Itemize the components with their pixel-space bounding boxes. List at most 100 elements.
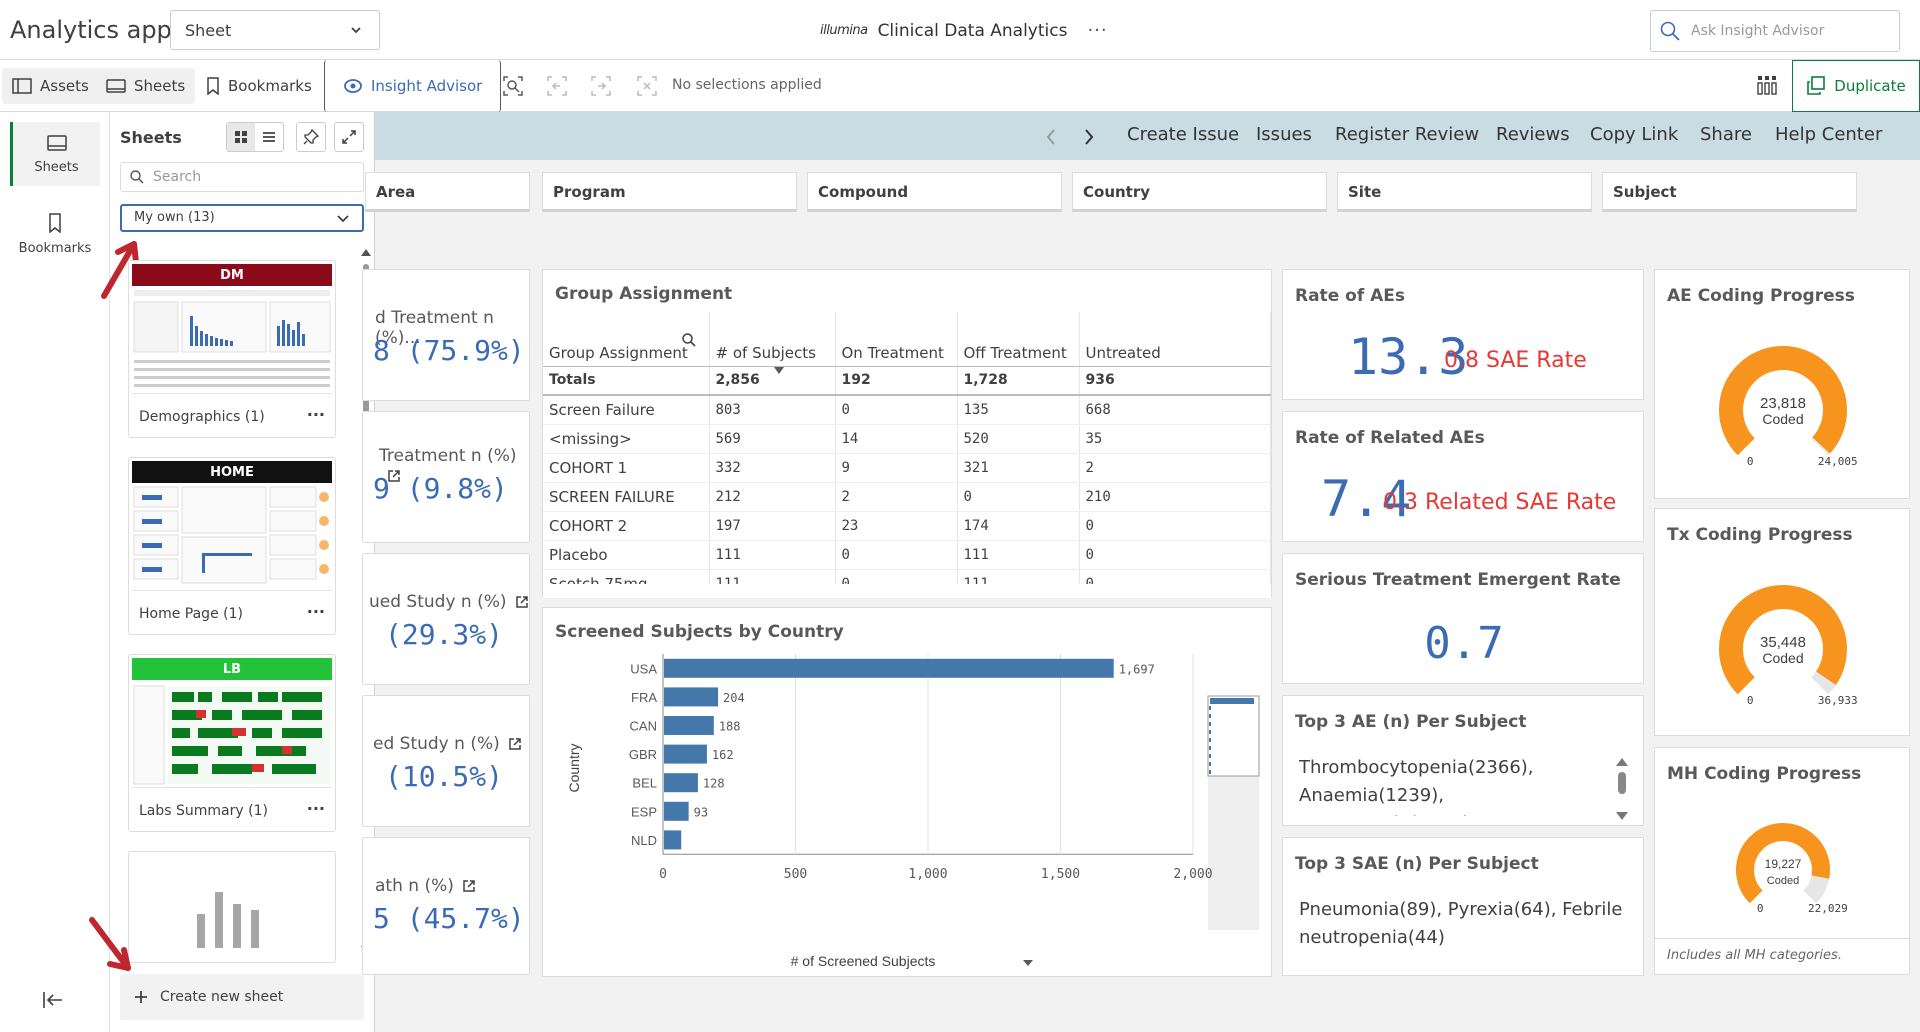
card-scrollbar[interactable] [1615, 756, 1629, 822]
ae-coding-progress-card: AE Coding Progress 23,818 Coded 0 24,005 [1654, 269, 1910, 499]
gauge: 19,227 Coded 0 22,029 [1736, 823, 1848, 915]
sheet-card-more-button[interactable]: ··· [306, 799, 325, 818]
col-header-subjects[interactable]: # of Subjects [709, 312, 836, 374]
bookmarks-button[interactable]: Bookmarks [196, 68, 322, 104]
filter-subject[interactable]: Subject [1602, 172, 1857, 212]
external-link-icon[interactable] [462, 879, 476, 893]
clear-selections-icon[interactable] [636, 75, 658, 97]
sheet-thumbnail: DM [132, 264, 332, 394]
table-row[interactable]: Placebo 111 0 111 0 [543, 540, 1271, 570]
sheet-card-labs-summary[interactable]: LB Labs Summary (1) ··· [128, 654, 336, 832]
table-cell: 135 [957, 395, 1080, 425]
pin-icon[interactable] [296, 122, 326, 152]
chevron-left-icon[interactable] [1045, 128, 1057, 146]
col-header-group[interactable]: Group Assignment [543, 312, 710, 367]
more-menu-button[interactable]: ··· [1087, 20, 1108, 41]
bar[interactable] [664, 687, 719, 707]
assets-button[interactable]: Assets [2, 68, 99, 104]
expand-icon[interactable] [334, 122, 364, 152]
rail-sheets-button[interactable]: Sheets [10, 122, 100, 186]
external-link-icon[interactable] [508, 737, 522, 751]
bar[interactable] [664, 716, 714, 735]
search-icon [129, 169, 145, 185]
table-cell: SCREEN FAILURE [543, 482, 710, 512]
filter-program[interactable]: Program [542, 172, 797, 212]
external-link-icon[interactable] [387, 469, 401, 483]
search-icon[interactable] [681, 332, 697, 348]
step-back-icon[interactable] [546, 75, 568, 97]
table-cell: 321 [957, 453, 1080, 483]
bar[interactable] [664, 773, 698, 793]
mh-coding-progress-card: MH Coding Progress 19,227 Coded 0 22,029 In… [1654, 747, 1911, 975]
nav-register-review[interactable]: Register Review [1335, 124, 1480, 145]
ask-insight-input[interactable]: Ask Insight Advisor [1650, 10, 1900, 52]
x-tick-label: 500 [784, 867, 807, 882]
sheet-icon [106, 78, 126, 94]
table-row[interactable]: <missing> 569 14 520 35 [543, 424, 1271, 454]
step-forward-icon[interactable] [590, 75, 612, 97]
sheet-filter-dropdown[interactable]: My own (13) [120, 204, 364, 232]
create-new-sheet-button[interactable]: Create new sheet [120, 974, 364, 1020]
sheets-panel: Sheets Search My own (13) DM Demographic… [89, 112, 375, 1032]
table-cell: COHORT 2 [543, 511, 710, 541]
sheet-card-home-page[interactable]: HOME Home Page (1) ··· [128, 457, 336, 635]
filter-site[interactable]: Site [1337, 172, 1592, 212]
nav-issues[interactable]: Issues [1256, 124, 1312, 145]
serious-teae-rate-card: Serious Treatment Emergent Rate 0.7 [1282, 553, 1644, 684]
bar[interactable] [664, 744, 707, 764]
brand-logo: illumina [820, 23, 868, 38]
smart-search-icon[interactable] [502, 75, 524, 97]
card-title: Serious Treatment Emergent Rate [1295, 570, 1621, 590]
bar[interactable] [664, 801, 689, 821]
sheet-card-more-button[interactable]: ··· [306, 405, 325, 424]
kpi-label: Treatment n (%) [379, 446, 529, 486]
external-link-icon[interactable] [515, 595, 529, 609]
table-row[interactable]: COHORT 1 332 9 321 2 [543, 453, 1271, 483]
gauge-caption: Coded [1767, 875, 1799, 887]
col-header-on-treatment[interactable]: On Treatment [835, 312, 958, 367]
sheets-button[interactable]: Sheets [96, 68, 196, 104]
table-row[interactable]: SCREEN FAILURE 212 2 0 210 [543, 482, 1271, 512]
kpi-value: (29.3%) [385, 618, 504, 651]
filter-bar: Area Program Compound Country Site Subje… [365, 160, 1920, 230]
gauge-max-label: 24,005 [1818, 455, 1858, 468]
rate-of-aes-card: Rate of AEs 13.3 0.8 SAE Rate [1282, 269, 1644, 400]
kpi-discontinued-treatment: Treatment n (%) 9 (9.8%) [362, 411, 530, 543]
col-header-untreated[interactable]: Untreated [1079, 312, 1271, 367]
nav-create-issue[interactable]: Create Issue [1127, 124, 1240, 145]
sheet-card-untitled[interactable] [128, 851, 336, 963]
duplicate-icon [1806, 76, 1826, 96]
sheet-search-input[interactable]: Search [120, 162, 364, 192]
sheet-card-more-button[interactable]: ··· [306, 602, 325, 621]
related-sae-rate-value: 0.3 Related SAE Rate [1383, 490, 1617, 515]
sheet-card-demographics[interactable]: DM Demographics (1) ··· [128, 260, 336, 438]
col-header-off-treatment[interactable]: Off Treatment [957, 312, 1080, 367]
bar[interactable] [664, 830, 682, 850]
table-row[interactable]: Screen Failure 803 0 135 668 [543, 395, 1271, 425]
kpi-label: ued Study n (%) [369, 592, 529, 612]
filter-compound[interactable]: Compound [807, 172, 1062, 212]
filter-country[interactable]: Country [1072, 172, 1327, 212]
filter-area[interactable]: Area [365, 172, 530, 212]
bar-chart: Country # of Screened Subjects 0 500 1,000… [566, 654, 1260, 969]
sheet-select[interactable]: Sheet [170, 10, 380, 50]
minimap-window[interactable] [1207, 695, 1260, 777]
nav-help-center[interactable]: Help Center [1775, 124, 1883, 145]
nav-reviews[interactable]: Reviews [1496, 124, 1570, 145]
gauge-min-label: 0 [1757, 902, 1764, 915]
top-bar: Analytics app Sheet illumina Clinical Da… [0, 0, 1920, 60]
duplicate-button[interactable]: Duplicate [1792, 60, 1920, 112]
insight-advisor-button[interactable]: Insight Advisor [324, 60, 502, 112]
table-row[interactable]: COHORT 2 197 23 174 0 [543, 511, 1271, 541]
panel-title: Sheets [120, 128, 182, 147]
grid-layout-icon[interactable] [1756, 74, 1778, 96]
nav-share[interactable]: Share [1700, 124, 1752, 145]
chevron-right-icon[interactable] [1083, 128, 1095, 146]
bar[interactable] [664, 658, 1114, 678]
nav-copy-link[interactable]: Copy Link [1590, 124, 1679, 145]
grid-view-icon[interactable] [227, 123, 255, 151]
list-view-icon[interactable] [255, 123, 283, 151]
rail-bookmarks-button[interactable]: Bookmarks [10, 202, 100, 266]
bookmark-icon [206, 77, 220, 95]
collapse-panel-icon[interactable] [42, 990, 66, 1010]
